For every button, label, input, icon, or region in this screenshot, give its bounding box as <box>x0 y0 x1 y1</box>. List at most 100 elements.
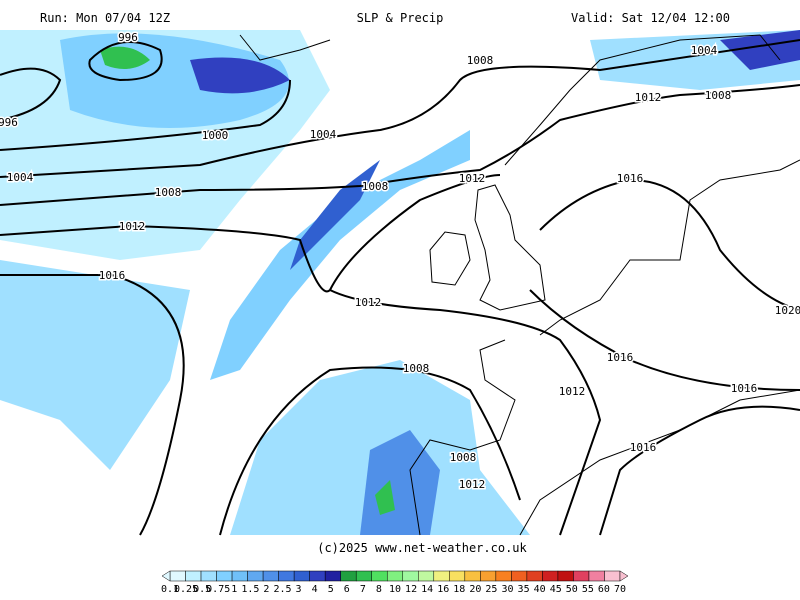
precip-area <box>0 260 190 470</box>
run-label: Run: Mon 07/04 12Z <box>40 11 170 25</box>
isobar-labels: 996 996 1000 1004 1004 1008 1012 1016 1008 1004 10… <box>0 30 800 493</box>
colorbar-label: 20 <box>469 584 481 595</box>
colorbar-label: 2 <box>263 584 269 595</box>
isobar-label: 1008 <box>155 186 182 199</box>
colorbar-swatch <box>495 570 512 582</box>
isobar <box>0 84 800 206</box>
colorbar-swatch <box>185 570 202 582</box>
isobar-label: 1012 <box>635 91 662 104</box>
isobar-label: 1000 <box>202 129 229 142</box>
colorbar-swatch <box>278 570 295 582</box>
isobar <box>88 41 163 82</box>
colorbar-label: 60 <box>598 584 610 595</box>
colorbar-label: 12 <box>405 584 417 595</box>
isobar <box>0 67 62 121</box>
isobar-label: 1004 <box>7 171 34 184</box>
colorbar-swatch <box>433 570 450 582</box>
colorbar-swatch <box>557 570 574 582</box>
isobar-label: 1012 <box>559 385 586 398</box>
colorbar-label: 25 <box>485 584 497 595</box>
colorbar-swatch <box>480 570 497 582</box>
colorbar-label: 0.5 <box>193 584 211 595</box>
isobar-label: 1004 <box>310 128 337 141</box>
map-title: SLP & Precip <box>357 11 444 25</box>
isobar <box>539 178 800 311</box>
valid-label: Valid: Sat 12/04 12:00 <box>571 11 730 25</box>
colorbar-label: 1 <box>231 584 237 595</box>
colorbar: 0.10.250.50.75 1 1.5 2 2.5 3 4 5 6 7 8 10 12 14 16 18 20… <box>161 570 629 595</box>
isobar <box>0 274 185 536</box>
colorbar-label: 1.5 <box>241 584 259 595</box>
colorbar-end <box>161 570 171 582</box>
isobar-label: 996 <box>0 116 18 129</box>
colorbar-label: 5 <box>328 584 334 595</box>
precip <box>0 30 800 535</box>
colorbar-label: 0.75 <box>206 584 230 595</box>
isobar-label: 1016 <box>731 382 758 395</box>
isobar-label: 1012 <box>459 172 486 185</box>
colorbar-swatch <box>355 570 372 582</box>
coastline <box>429 231 471 286</box>
colorbar-swatch <box>293 570 310 582</box>
colorbar-swatch <box>526 570 543 582</box>
colorbar-label: 7 <box>360 584 366 595</box>
isobar-label: 1016 <box>617 172 644 185</box>
isobar-label: 1004 <box>691 44 718 57</box>
colorbar-label: 70 <box>614 584 626 595</box>
coastline <box>239 34 331 61</box>
colorbar-swatch <box>247 570 264 582</box>
colorbar-end <box>619 570 629 582</box>
precip-area <box>375 480 395 515</box>
colorbar-label: 2.5 <box>273 584 291 595</box>
colorbar-label: 45 <box>550 584 562 595</box>
colorbar-swatch <box>200 570 217 582</box>
isobar <box>0 79 291 151</box>
colorbar-swatch <box>511 570 528 582</box>
isobar-label: 1020 <box>775 304 800 317</box>
colorbar-label: 55 <box>582 584 594 595</box>
colorbar-swatch <box>588 570 605 582</box>
precip-area <box>100 46 150 69</box>
isobar-label: 1008 <box>403 362 430 375</box>
colorbar-swatch <box>386 570 404 582</box>
isobar <box>0 39 800 178</box>
colorbar-swatch <box>449 570 466 582</box>
isobar-label: 996 <box>118 31 138 44</box>
colorbar-swatch <box>402 570 419 582</box>
coastline <box>519 389 800 536</box>
colorbar-swatch <box>231 570 248 582</box>
colorbar-label: 35 <box>518 584 530 595</box>
colorbar-label: 14 <box>421 584 433 595</box>
colorbar-swatch <box>340 570 357 582</box>
coastlines <box>239 34 800 536</box>
colorbar-label: 4 <box>312 584 318 595</box>
isobar-label: 1012 <box>355 296 382 309</box>
isobar <box>0 174 501 293</box>
colorbar-swatch <box>169 570 186 582</box>
colorbar-swatch <box>418 570 435 582</box>
colorbar-swatch <box>464 570 481 582</box>
colorbar-label: 0.1 <box>161 584 179 595</box>
colorbar-swatch <box>573 570 590 582</box>
colorbar-swatch <box>262 570 279 582</box>
isobar-label: 1008 <box>450 451 477 464</box>
precip-area <box>190 57 290 94</box>
colorbar-swatch <box>324 570 341 582</box>
copyright: (c)2025 www.net-weather.co.uk <box>317 541 527 555</box>
isobar-label: 1012 <box>459 478 486 491</box>
isobar-label: 1008 <box>467 54 494 67</box>
isobar-label: 1012 <box>119 220 146 233</box>
colorbar-label: 8 <box>376 584 382 595</box>
colorbar-label: 10 <box>389 584 401 595</box>
colorbar-swatch <box>604 570 621 582</box>
coastline <box>409 339 516 536</box>
isobar-label: 1016 <box>607 351 634 364</box>
colorbar-swatch <box>216 570 233 582</box>
colorbar-label: 50 <box>566 584 578 595</box>
colorbar-label: 0.25 <box>174 584 198 595</box>
isobar-label: 1016 <box>99 269 126 282</box>
coastline <box>539 159 800 336</box>
isobar-label: 1008 <box>705 89 732 102</box>
